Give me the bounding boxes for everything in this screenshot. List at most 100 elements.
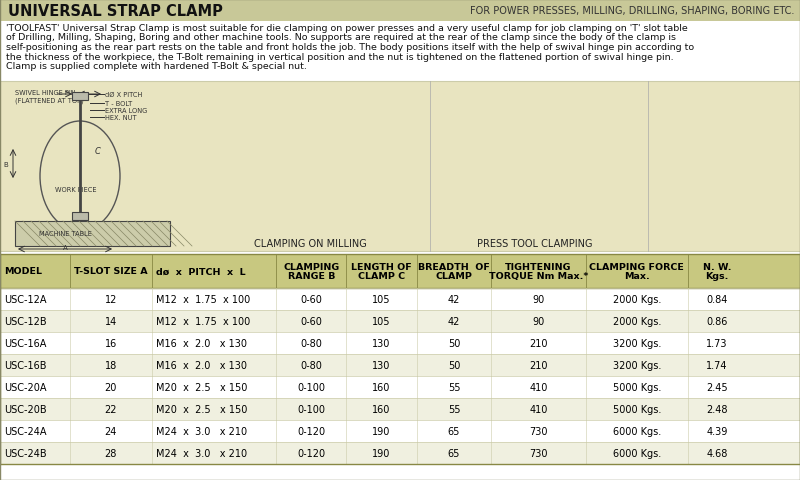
Text: dØ X PITCH: dØ X PITCH bbox=[105, 92, 142, 98]
Bar bbox=[0, 354, 800, 376]
Text: B: B bbox=[3, 162, 8, 168]
Text: USC-24B: USC-24B bbox=[4, 448, 46, 458]
Bar bbox=[0, 0, 800, 22]
Text: 6000 Kgs.: 6000 Kgs. bbox=[613, 426, 661, 436]
Text: N. W.: N. W. bbox=[703, 263, 731, 271]
Text: 42: 42 bbox=[448, 294, 460, 304]
Text: 210: 210 bbox=[529, 338, 548, 348]
Text: 4.39: 4.39 bbox=[706, 426, 728, 436]
Text: Kgs.: Kgs. bbox=[706, 271, 729, 280]
Text: A: A bbox=[62, 244, 67, 251]
Text: 16: 16 bbox=[105, 338, 117, 348]
Text: (FLATTENED AT TOP): (FLATTENED AT TOP) bbox=[15, 97, 84, 103]
Text: HEX. NUT: HEX. NUT bbox=[105, 115, 137, 121]
Text: MODEL: MODEL bbox=[4, 267, 42, 276]
Text: 42: 42 bbox=[448, 316, 460, 326]
Text: PRESS TOOL CLAMPING: PRESS TOOL CLAMPING bbox=[478, 239, 593, 249]
Text: M16  x  2.0   x 130: M16 x 2.0 x 130 bbox=[156, 338, 247, 348]
Text: 55: 55 bbox=[448, 382, 460, 392]
Bar bbox=[0, 332, 800, 354]
Text: 105: 105 bbox=[372, 316, 391, 326]
Text: 0-100: 0-100 bbox=[298, 404, 325, 414]
Text: CLAMP C: CLAMP C bbox=[358, 271, 405, 280]
Text: 90: 90 bbox=[532, 294, 545, 304]
Text: USC-12A: USC-12A bbox=[4, 294, 46, 304]
Text: 18: 18 bbox=[105, 360, 117, 370]
Text: 2000 Kgs.: 2000 Kgs. bbox=[613, 316, 661, 326]
Text: 55: 55 bbox=[448, 404, 460, 414]
Text: T - BOLT: T - BOLT bbox=[105, 101, 132, 107]
Text: 210: 210 bbox=[529, 360, 548, 370]
Text: 12: 12 bbox=[105, 294, 117, 304]
Text: 0.84: 0.84 bbox=[706, 294, 728, 304]
Text: 65: 65 bbox=[448, 426, 460, 436]
Text: M12  x  1.75  x 100: M12 x 1.75 x 100 bbox=[156, 294, 250, 304]
Text: 0-80: 0-80 bbox=[300, 360, 322, 370]
Text: USC-20B: USC-20B bbox=[4, 404, 46, 414]
Bar bbox=[0, 311, 800, 332]
Text: 1.73: 1.73 bbox=[706, 338, 728, 348]
Text: 410: 410 bbox=[530, 404, 547, 414]
Text: 2.48: 2.48 bbox=[706, 404, 728, 414]
Text: 0-120: 0-120 bbox=[297, 426, 326, 436]
Text: 90: 90 bbox=[532, 316, 545, 326]
Text: 3200 Kgs.: 3200 Kgs. bbox=[613, 338, 661, 348]
Text: LENGTH OF: LENGTH OF bbox=[351, 263, 412, 271]
Text: SWIVEL HINGE PIN: SWIVEL HINGE PIN bbox=[15, 90, 76, 96]
Text: 28: 28 bbox=[105, 448, 117, 458]
Text: 50: 50 bbox=[448, 360, 460, 370]
Text: EXTRA LONG: EXTRA LONG bbox=[105, 108, 147, 114]
Text: dø  x  PITCH  x  L: dø x PITCH x L bbox=[156, 267, 246, 276]
Text: USC-16B: USC-16B bbox=[4, 360, 46, 370]
Text: CLAMPING: CLAMPING bbox=[283, 263, 339, 271]
Text: 160: 160 bbox=[373, 382, 390, 392]
Text: M12  x  1.75  x 100: M12 x 1.75 x 100 bbox=[156, 316, 250, 326]
Text: 65: 65 bbox=[448, 448, 460, 458]
Text: C: C bbox=[95, 147, 101, 156]
Bar bbox=[0, 376, 800, 398]
Text: 2000 Kgs.: 2000 Kgs. bbox=[613, 294, 661, 304]
Text: 5000 Kgs.: 5000 Kgs. bbox=[613, 404, 661, 414]
Bar bbox=[0, 420, 800, 442]
Text: TIGHTENING: TIGHTENING bbox=[505, 263, 572, 271]
Text: M20  x  2.5   x 150: M20 x 2.5 x 150 bbox=[156, 382, 247, 392]
Text: 730: 730 bbox=[529, 426, 548, 436]
Text: TORQUE Nm Max.*: TORQUE Nm Max.* bbox=[489, 271, 588, 280]
Text: 0-80: 0-80 bbox=[300, 338, 322, 348]
Text: 50: 50 bbox=[448, 338, 460, 348]
Text: 0-60: 0-60 bbox=[300, 316, 322, 326]
Text: 130: 130 bbox=[373, 360, 390, 370]
Text: 130: 130 bbox=[373, 338, 390, 348]
Text: 5000 Kgs.: 5000 Kgs. bbox=[613, 382, 661, 392]
Text: USC-24A: USC-24A bbox=[4, 426, 46, 436]
Text: 730: 730 bbox=[529, 448, 548, 458]
Text: WORK PIECE: WORK PIECE bbox=[55, 187, 97, 192]
Text: Clamp is supplied complete with hardened T-Bolt & special nut.: Clamp is supplied complete with hardened… bbox=[6, 62, 307, 71]
Text: 22: 22 bbox=[105, 404, 117, 414]
Text: CLAMPING FORCE: CLAMPING FORCE bbox=[590, 263, 684, 271]
Text: 2.45: 2.45 bbox=[706, 382, 728, 392]
Text: M16  x  2.0   x 130: M16 x 2.0 x 130 bbox=[156, 360, 247, 370]
Text: 105: 105 bbox=[372, 294, 391, 304]
Text: 1.74: 1.74 bbox=[706, 360, 728, 370]
Bar bbox=[0, 398, 800, 420]
Text: M24  x  3.0   x 210: M24 x 3.0 x 210 bbox=[156, 448, 247, 458]
Bar bbox=[72, 93, 88, 101]
Text: CLAMP: CLAMP bbox=[435, 271, 473, 280]
Text: RANGE B: RANGE B bbox=[287, 271, 335, 280]
Text: MACHINE TABLE: MACHINE TABLE bbox=[38, 231, 91, 237]
Bar bbox=[72, 213, 88, 220]
Text: T-SLOT SIZE A: T-SLOT SIZE A bbox=[74, 267, 148, 276]
Text: 190: 190 bbox=[373, 448, 390, 458]
Text: UNIVERSAL STRAP CLAMP: UNIVERSAL STRAP CLAMP bbox=[8, 3, 223, 18]
Text: the thickness of the workpiece, the T-Bolt remaining in vertical position and th: the thickness of the workpiece, the T-Bo… bbox=[6, 52, 674, 61]
Text: Max.: Max. bbox=[624, 271, 650, 280]
Bar bbox=[15, 222, 170, 247]
Text: 20: 20 bbox=[105, 382, 117, 392]
Text: 24: 24 bbox=[105, 426, 117, 436]
Text: M20  x  2.5   x 150: M20 x 2.5 x 150 bbox=[156, 404, 247, 414]
Text: M24  x  3.0   x 210: M24 x 3.0 x 210 bbox=[156, 426, 247, 436]
Text: 0-100: 0-100 bbox=[298, 382, 325, 392]
Text: 0-120: 0-120 bbox=[297, 448, 326, 458]
Text: 410: 410 bbox=[530, 382, 547, 392]
